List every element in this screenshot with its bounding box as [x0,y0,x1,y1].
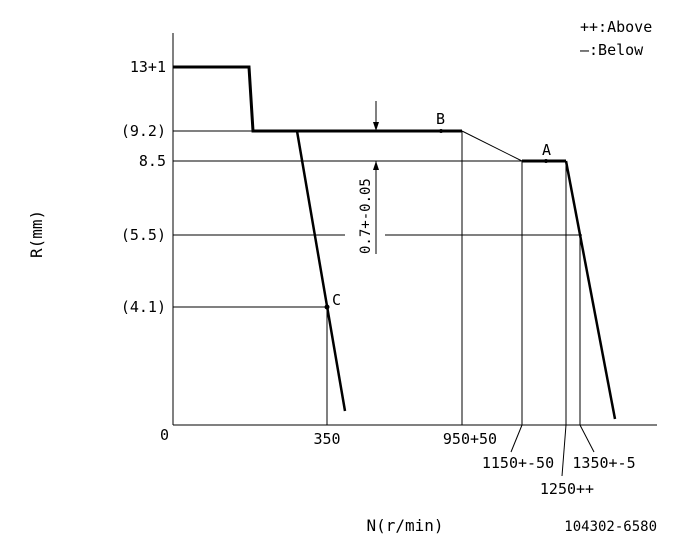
leader-1350 [579,424,595,453]
legend-below: —:Below [580,41,644,59]
point-c-label: C [332,291,341,309]
curve-slope [461,130,523,162]
curve-upper [173,65,462,133]
leader-1150 [510,424,523,453]
curve-droop-left [295,130,347,412]
y-label-55: (5.5) [121,226,166,244]
origin-label: 0 [160,426,169,444]
dimension-arrow-up-icon [373,161,379,170]
curve-droop-right [564,160,617,420]
point-b-marker [439,129,443,133]
x-axis-title: N(r/min) [366,516,443,535]
y-axis-title: R(mm) [27,210,46,258]
point-a-label: A [542,141,551,159]
point-b-label: B [436,110,445,128]
x-label-1250: 1250++ [540,480,594,498]
dimension-arrow-down-icon [373,122,379,131]
legend-above: ++:Above [580,18,652,36]
y-label-13: 13+1 [130,58,166,76]
x-label-1150: 1150+-50 [482,454,554,472]
x-label-950: 950+50 [443,430,497,448]
y-label-92: (9.2) [121,122,166,140]
x-label-1350: 1350+-5 [572,454,635,472]
point-c-marker [324,304,330,310]
y-label-41: (4.1) [121,298,166,316]
point-a-marker [544,159,548,163]
y-label-85: 8.5 [139,152,166,170]
x-label-350: 350 [313,430,340,448]
leader-1250 [561,424,567,477]
dimension-label: 0.7+-0.05 [358,178,374,254]
drawing-number: 104302-6580 [564,519,657,535]
